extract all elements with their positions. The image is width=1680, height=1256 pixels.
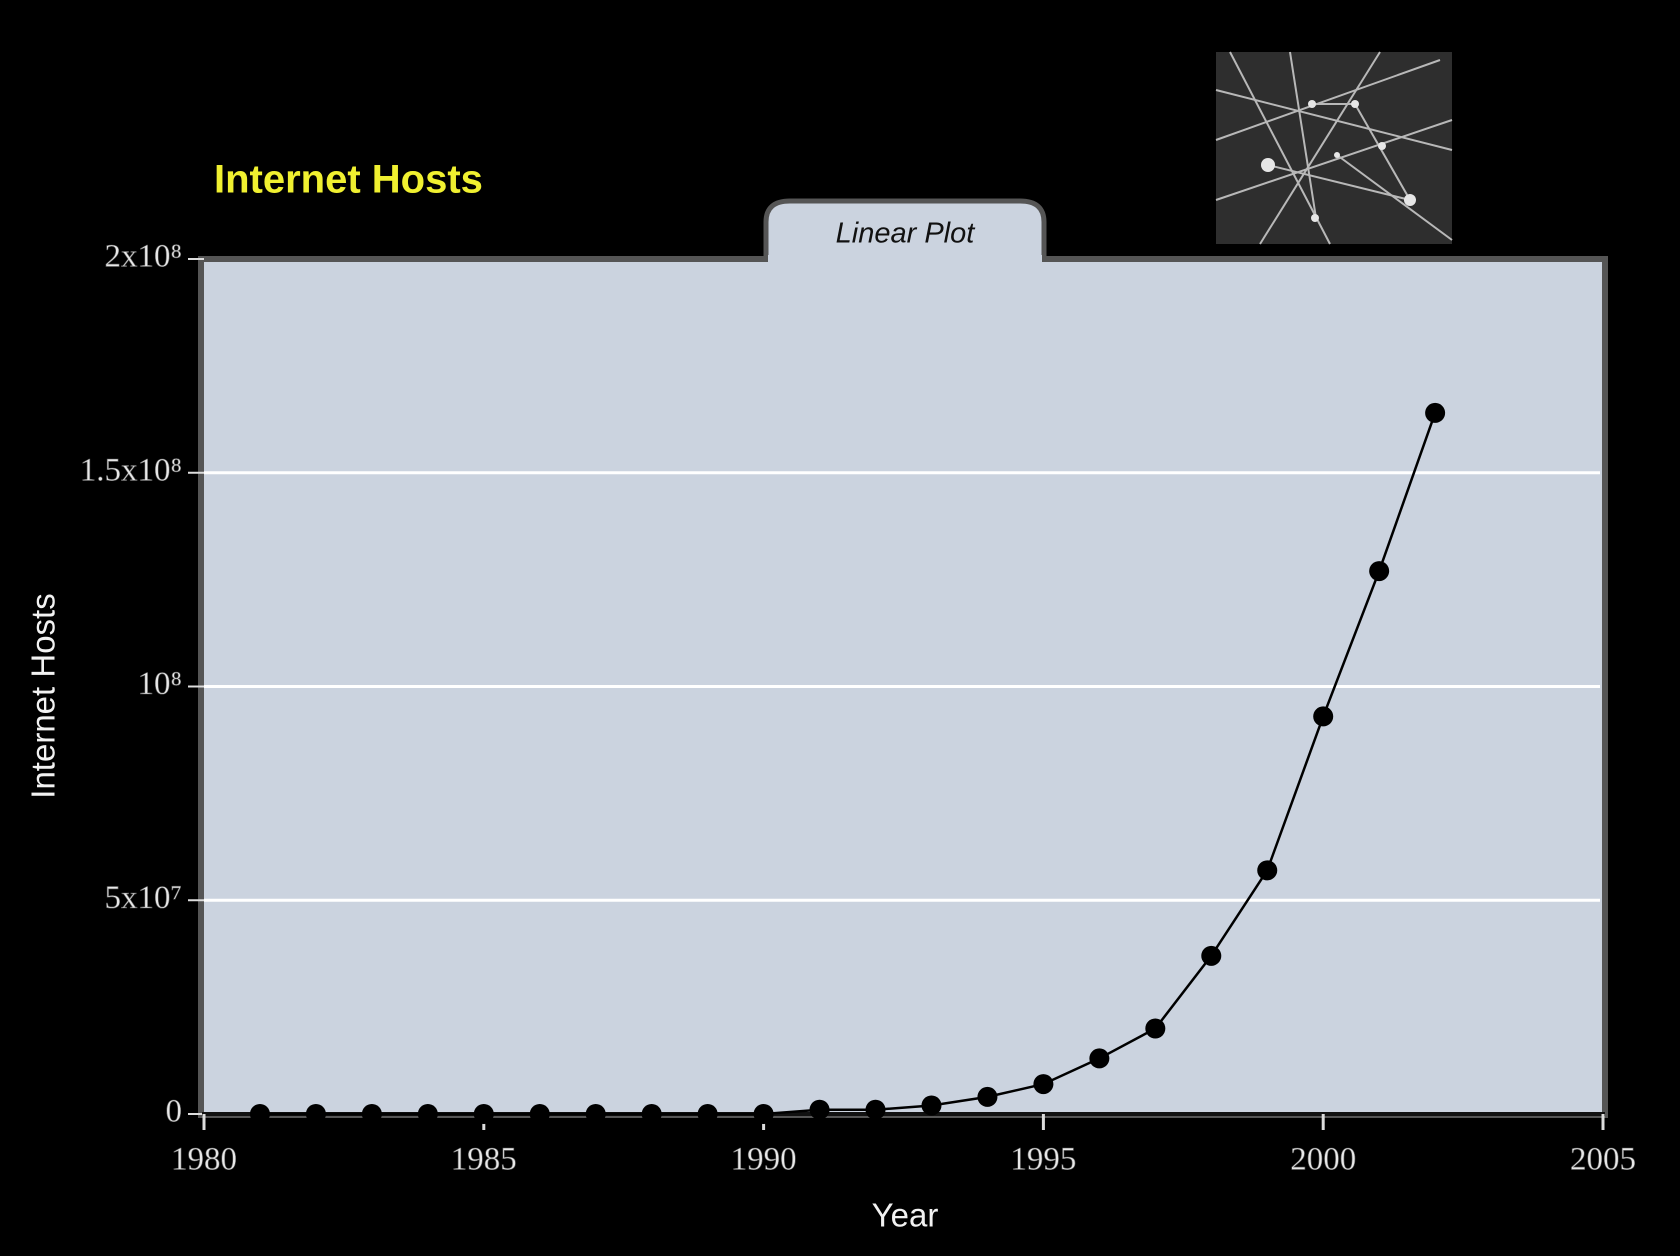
data-point <box>1369 561 1390 582</box>
data-point <box>585 1104 606 1124</box>
x-tick-label: 2005 <box>1570 1142 1636 1178</box>
data-point <box>249 1104 270 1124</box>
data-point <box>697 1104 718 1124</box>
data-point <box>529 1104 550 1124</box>
data-point <box>417 1104 438 1124</box>
data-point <box>921 1095 942 1116</box>
data-point <box>809 1099 830 1120</box>
data-point <box>1201 945 1222 966</box>
data-point <box>753 1104 774 1124</box>
x-tick-label: 2000 <box>1290 1142 1356 1178</box>
y-tick-label: 1.5x10⁸ <box>80 452 182 488</box>
data-point <box>305 1104 326 1124</box>
data-point <box>1089 1048 1110 1069</box>
data-point <box>865 1099 886 1120</box>
x-tick-label: 1985 <box>451 1142 517 1178</box>
y-tick-label: 5x10⁷ <box>104 880 182 916</box>
data-point <box>641 1104 662 1124</box>
y-tick-label: 0 <box>166 1094 183 1130</box>
y-tick-label: 10⁸ <box>137 666 182 702</box>
network-icon <box>1215 51 1453 245</box>
data-point <box>1145 1018 1166 1039</box>
y-tick-label: 2x10⁸ <box>104 239 182 275</box>
data-point <box>361 1104 382 1124</box>
data-point <box>1425 402 1446 423</box>
tab-join <box>768 255 1042 263</box>
series-line <box>259 412 1437 1116</box>
data-point <box>1257 860 1278 881</box>
y-axis-label: Internet Hosts <box>25 593 62 798</box>
x-tick-label: 1990 <box>731 1142 797 1178</box>
data-point <box>1313 706 1334 727</box>
data-point <box>473 1104 494 1124</box>
tab-label[interactable]: Linear Plot <box>836 218 977 250</box>
chart-title: Internet Hosts <box>214 158 483 202</box>
data-point <box>977 1086 998 1107</box>
x-tick-label: 1980 <box>171 1142 237 1178</box>
x-tick-label: 1995 <box>1010 1142 1076 1178</box>
data-point <box>1033 1074 1054 1095</box>
x-axis-label: Year <box>872 1197 939 1234</box>
tab[interactable] <box>763 198 1047 262</box>
